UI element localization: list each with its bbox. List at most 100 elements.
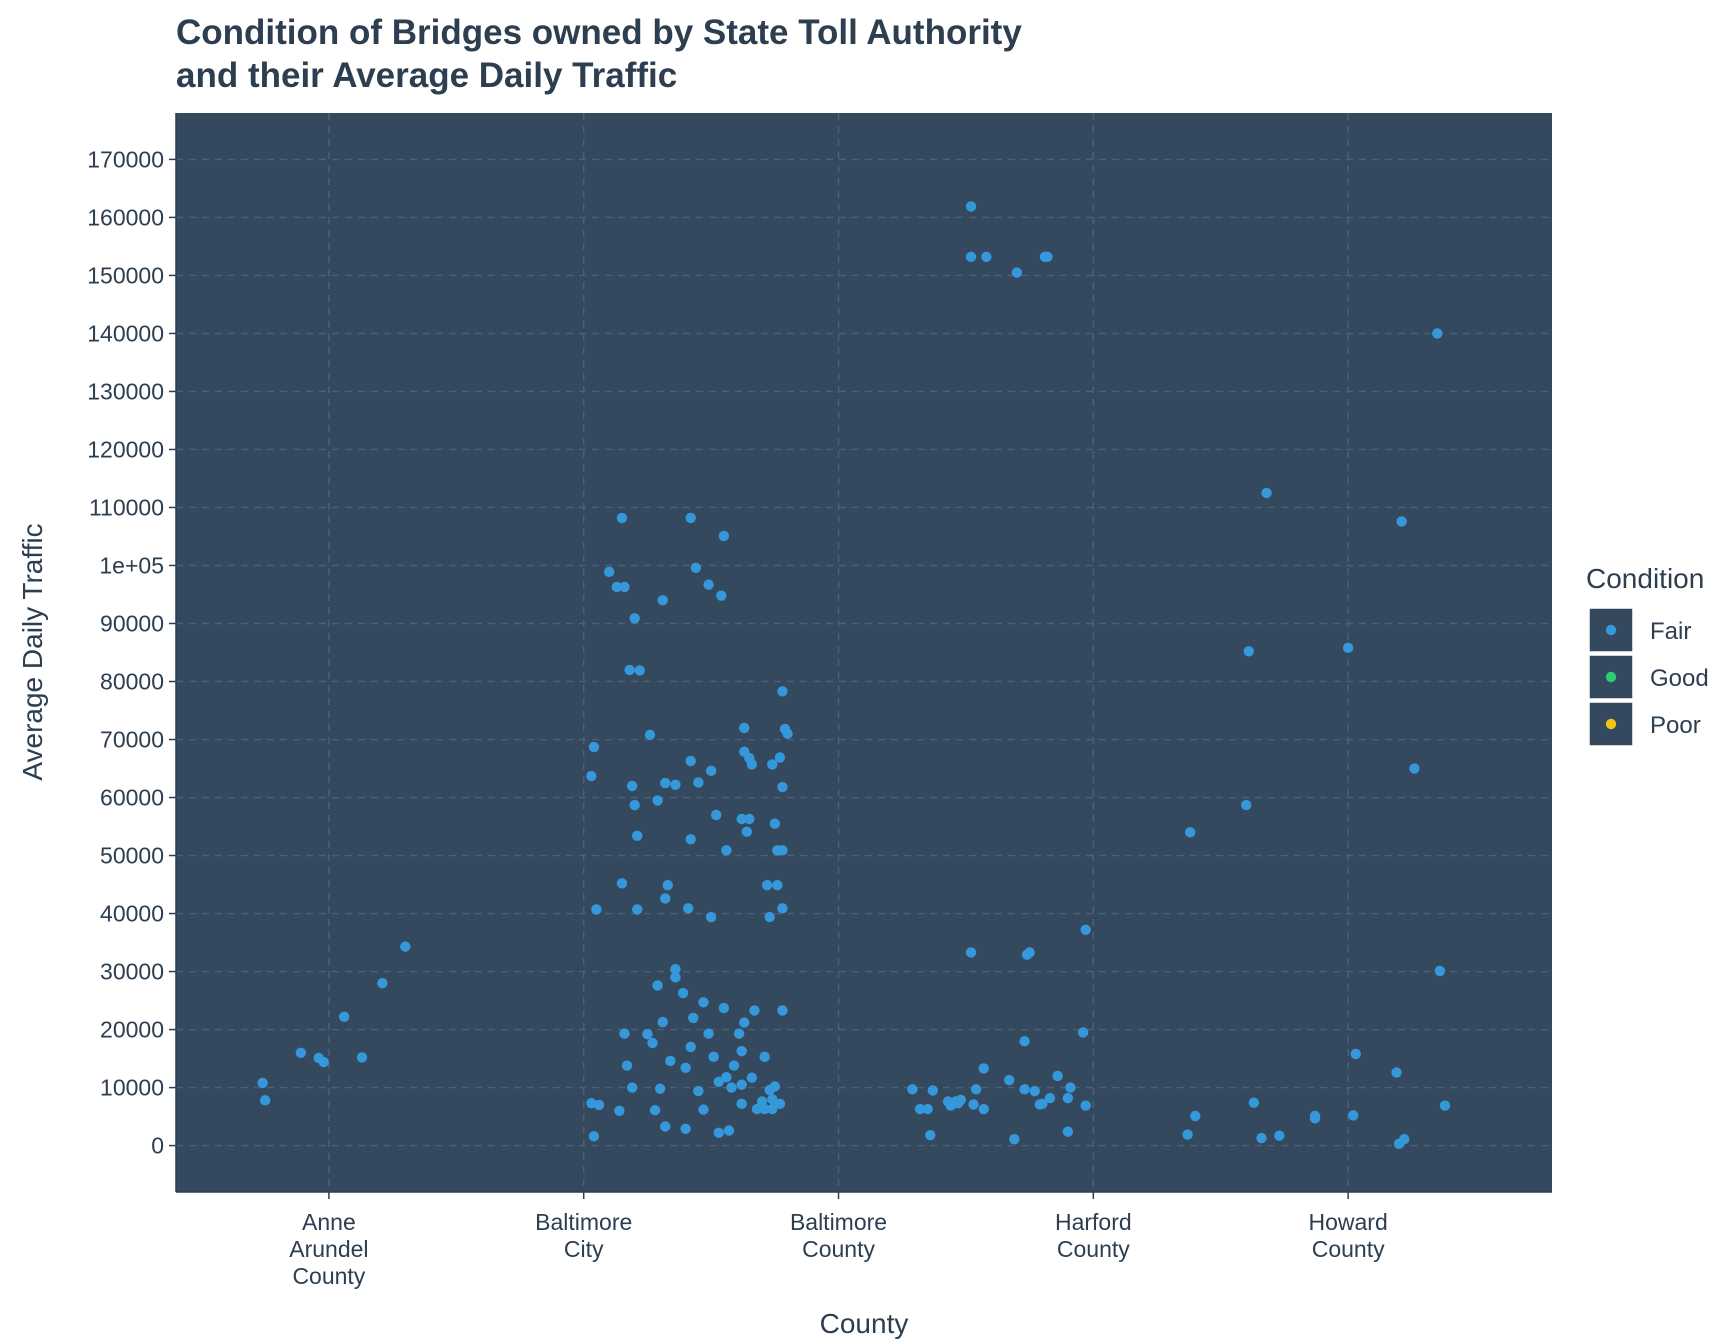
data-point [1399,1134,1410,1145]
x-axis-ticks: Anne Arundel County Baltimore City Baltimore C… [289,1192,1388,1289]
data-point [616,512,628,524]
data-point [257,1077,268,1089]
data-point [1077,1027,1089,1038]
data-point [1024,947,1035,958]
data-point [698,1104,709,1115]
data-point [736,1079,747,1090]
plot-panel [176,113,1552,1192]
data-point [907,1084,918,1095]
y-tick-label: 40000 [100,901,164,927]
data-point [713,1127,724,1139]
data-point [782,728,793,739]
data-point [611,581,623,593]
data-point [1184,827,1196,838]
x-tick-label: Baltimore County [790,1209,887,1262]
data-point [619,581,630,593]
data-point [965,201,977,212]
y-tick-label: 0 [151,1133,164,1159]
y-tick-label: 170000 [87,146,164,172]
data-point [670,779,681,790]
data-point [1019,1084,1030,1095]
data-point [767,759,778,770]
data-point [978,1063,989,1074]
data-point [644,729,656,741]
data-point [1065,1082,1076,1093]
data-point [1062,1092,1074,1104]
chart-title: Condition of Bridges owned by State Toll… [176,13,1022,52]
data-point [665,1055,676,1067]
data-point [728,1060,740,1071]
data-point [677,987,689,999]
data-point [965,947,977,958]
data-point [698,997,709,1008]
y-tick-label: 50000 [100,843,164,869]
y-tick-label: 1e+05 [99,552,164,578]
data-point [764,911,775,923]
data-point [670,964,681,975]
data-point [1009,1134,1020,1145]
data-point [769,1081,781,1092]
x-axis-title: County [820,1308,909,1339]
data-point [603,566,615,578]
data-point [1080,924,1091,935]
data-point [749,1005,760,1016]
y-tick-label: 70000 [100,727,164,753]
data-point [703,579,714,590]
data-point [1248,1097,1260,1108]
data-point [632,904,643,915]
data-point [711,809,722,821]
data-point [629,613,640,624]
data-point [746,1072,758,1083]
y-tick-label: 130000 [87,378,164,404]
data-points [257,201,1451,1150]
data-point [726,1082,737,1093]
data-point [685,834,696,845]
data-point [739,1017,750,1028]
data-point [356,1052,368,1063]
data-point [965,251,977,263]
chart-subtitle: and their Average Daily Traffic [176,56,677,95]
data-point [708,1051,719,1063]
data-point [626,1082,638,1093]
data-point [657,595,668,606]
data-point [1243,646,1254,657]
data-point [685,512,696,524]
data-point [1409,763,1420,774]
data-point [759,1051,770,1063]
data-point [1044,1092,1056,1104]
data-point [586,770,597,782]
data-point [680,1062,691,1074]
data-point [1037,1098,1048,1110]
data-point [1432,328,1443,339]
data-point [1261,487,1272,499]
y-gridlines [176,158,1552,1147]
data-point [723,1125,735,1136]
y-tick-label: 90000 [100,610,164,636]
data-point [736,813,747,825]
data-point [588,741,600,753]
data-point [634,665,645,676]
data-point [619,1028,630,1039]
legend-label: Good [1650,665,1709,692]
data-point [591,904,602,915]
data-point [777,1005,788,1016]
data-point [593,1099,605,1111]
data-point [1342,642,1354,654]
data-point [647,1037,658,1049]
data-point [739,722,750,734]
data-point [1004,1074,1015,1086]
data-point [654,1083,666,1094]
data-point [705,765,717,777]
data-point [767,1093,778,1105]
data-point [295,1047,307,1058]
data-point [693,777,704,788]
data-point [718,530,730,542]
data-point [1348,1110,1359,1121]
y-tick-label: 150000 [87,262,164,288]
data-point [777,781,788,793]
data-point [744,813,755,825]
legend-key-point [1605,624,1617,636]
data-point [657,1016,668,1028]
data-point [660,1121,671,1132]
data-point [981,251,992,263]
